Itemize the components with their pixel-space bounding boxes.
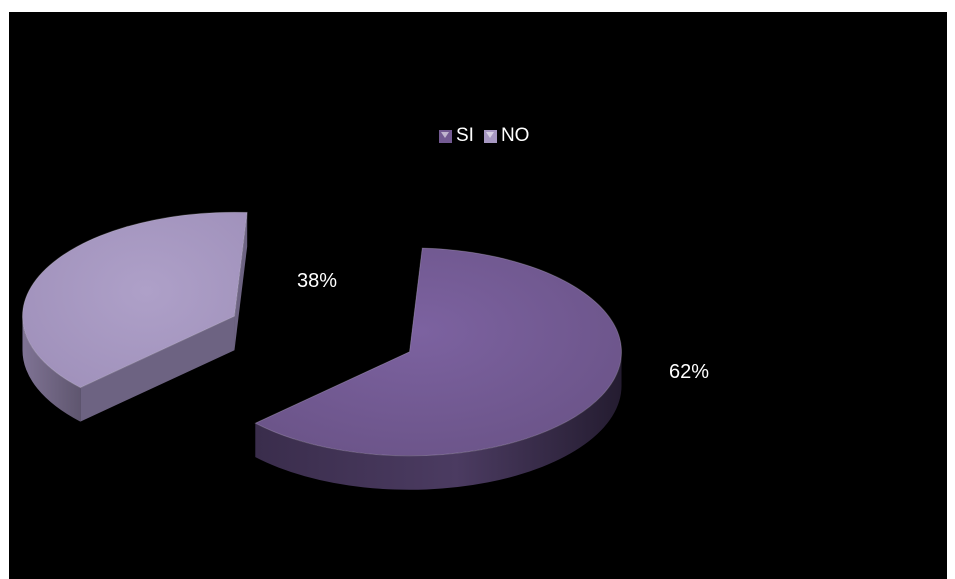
pie-slice-no-side — [22, 316, 81, 422]
legend-swatch-si — [439, 129, 452, 143]
legend: SI NO — [439, 126, 529, 146]
legend-entry-si: SI — [439, 126, 474, 146]
pie-slice-si-side — [255, 351, 622, 490]
legend-entry-no: NO — [483, 125, 530, 146]
legend-swatch-no — [483, 129, 497, 143]
data-label-si: 62% — [669, 361, 710, 383]
pie-slice-no — [22, 211, 248, 422]
pie-slice-no-cut-0 — [80, 316, 235, 422]
pie-slice-no-top — [22, 211, 248, 389]
legend-label-no: NO — [500, 125, 530, 146]
legend-label-si: SI — [456, 125, 474, 146]
chart-area: SI NO 62% 38% — [9, 12, 947, 579]
data-label-no: 38% — [297, 270, 338, 292]
pie-slice-no-cut-1 — [234, 212, 248, 351]
pie-slice-si-top — [254, 247, 623, 457]
pie-slice-si — [254, 247, 623, 490]
pie-chart — [22, 211, 623, 490]
